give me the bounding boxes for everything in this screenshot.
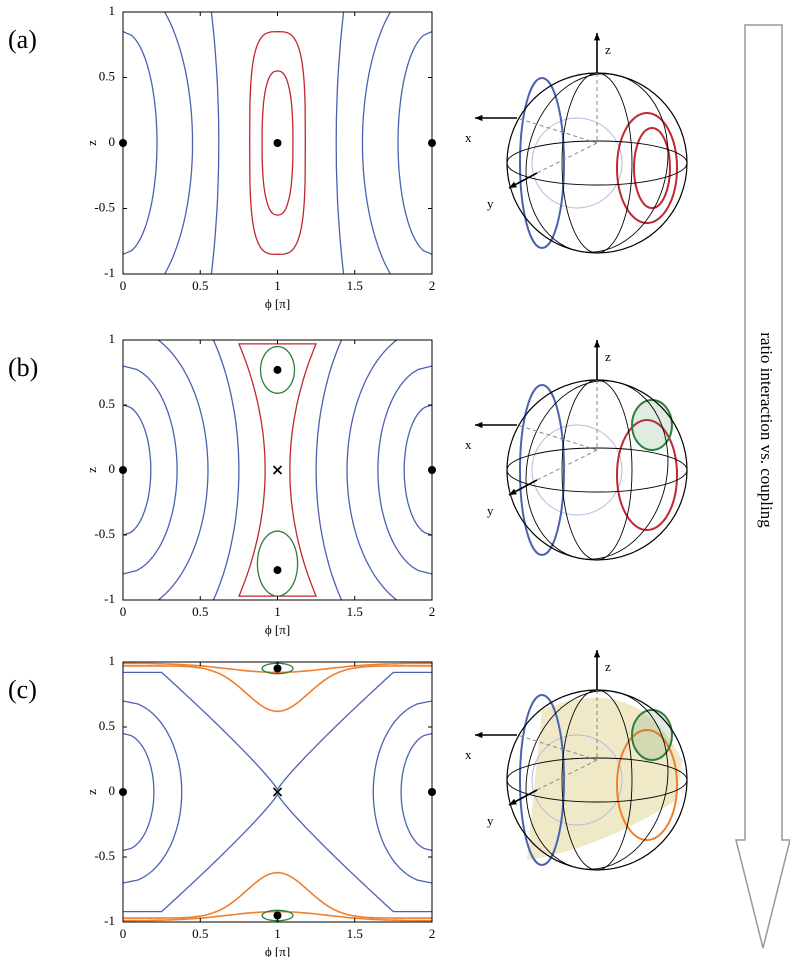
x-tick-label: 0.5 <box>192 604 208 619</box>
axis-label-x: x <box>465 130 472 145</box>
y-tick-label: 1 <box>109 3 116 18</box>
y-tick-label: 0 <box>109 134 116 149</box>
x-tick-label: 1.5 <box>347 604 363 619</box>
x-tick-label: 1 <box>274 278 281 293</box>
x-tick-label: 1 <box>274 926 281 941</box>
sphere-meridian <box>532 425 622 515</box>
y-tick-label: 0.5 <box>99 396 115 411</box>
trajectory <box>123 0 219 484</box>
trajectory <box>398 32 432 255</box>
panel-label: (a) <box>8 25 37 54</box>
arrow-head <box>475 115 482 121</box>
sphere-outline <box>507 73 687 253</box>
y-axis-label: z <box>84 140 99 146</box>
trajectory <box>401 734 432 851</box>
y-tick-label: 1 <box>109 331 116 346</box>
arrow-head <box>475 732 482 738</box>
x-tick-label: 2 <box>429 278 436 293</box>
bloch-sphere: z x y <box>465 33 687 266</box>
axis-label-x: x <box>465 747 472 762</box>
sphere-meridian <box>510 367 684 572</box>
x-tick-label: 1.5 <box>347 278 363 293</box>
x-tick-label: 1 <box>274 604 281 619</box>
y-tick-label: 1 <box>109 653 116 668</box>
x-tick-label: 1.5 <box>347 926 363 941</box>
y-tick-label: -0.5 <box>94 848 115 863</box>
arrow-head <box>594 340 600 347</box>
y-axis-label: z <box>84 467 99 473</box>
sphere-equator <box>507 141 687 185</box>
fixed-point <box>428 466 436 474</box>
trajectory <box>316 262 432 678</box>
axis-label-y: y <box>487 503 494 518</box>
y-tick-label: 0 <box>109 783 116 798</box>
sphere-meridian <box>510 60 684 265</box>
axis-label-y: y <box>487 196 494 211</box>
arrow-head <box>475 422 482 428</box>
saddle-point <box>274 466 282 474</box>
y-tick-label: -0.5 <box>94 199 115 214</box>
y-tick-label: -1 <box>104 591 115 606</box>
arrow-label: ratio interaction vs. coupling <box>757 332 776 528</box>
x-tick-label: 0 <box>120 926 127 941</box>
x-axis-label: ϕ [π] <box>265 296 290 311</box>
fixed-point <box>119 466 127 474</box>
trajectory <box>373 701 432 883</box>
fixed-point <box>119 139 127 147</box>
fixed-point <box>274 912 282 920</box>
x-tick-label: 0.5 <box>192 278 208 293</box>
trajectory <box>363 0 433 307</box>
trajectory <box>257 531 297 596</box>
arrow-head <box>594 33 600 40</box>
trajectory <box>123 262 239 678</box>
fixed-point <box>428 788 436 796</box>
bloch-sphere: z x y <box>465 340 687 573</box>
panel-label: (c) <box>8 675 37 704</box>
x-tick-label: 2 <box>429 926 436 941</box>
axis-label-z: z <box>605 42 611 57</box>
x-tick-label: 2 <box>429 604 436 619</box>
trajectory <box>123 32 157 255</box>
fixed-point <box>119 788 127 796</box>
x-tick-label: 0 <box>120 604 127 619</box>
axis-label-z: z <box>605 349 611 364</box>
axis-label-x: x <box>465 437 472 452</box>
trajectory <box>123 366 177 574</box>
arrow-head <box>594 650 600 657</box>
bloch-sphere: z x y <box>465 650 687 883</box>
trajectory <box>123 0 193 307</box>
fixed-point <box>274 366 282 374</box>
y-tick-label: 0 <box>109 461 116 476</box>
fixed-point <box>428 139 436 147</box>
trajectory <box>123 701 182 883</box>
trajectory <box>123 405 151 535</box>
x-tick-label: 0 <box>120 278 127 293</box>
y-tick-label: -1 <box>104 265 115 280</box>
y-tick-label: 0.5 <box>99 718 115 733</box>
axis-label-y: y <box>487 813 494 828</box>
figure: ratio interaction vs. coupling 0 0.5 1 1.5 2… <box>0 0 790 957</box>
panel-label: (b) <box>8 353 38 382</box>
fixed-point <box>274 139 282 147</box>
fixed-point <box>274 665 282 673</box>
trajectory <box>123 734 154 851</box>
x-axis-label: ϕ [π] <box>265 944 290 957</box>
x-axis-label: ϕ [π] <box>265 622 290 637</box>
trajectory <box>378 366 432 574</box>
y-tick-label: -1 <box>104 913 115 928</box>
trajectory <box>123 672 432 789</box>
trajectory <box>123 795 432 912</box>
y-tick-label: 0.5 <box>99 68 115 83</box>
sphere-meridian <box>532 118 622 208</box>
sphere-curve <box>634 128 670 208</box>
x-tick-label: 0.5 <box>192 926 208 941</box>
trajectory <box>404 405 432 535</box>
axis-label-z: z <box>605 659 611 674</box>
y-axis-label: z <box>84 789 99 795</box>
trajectory <box>336 0 432 484</box>
y-tick-label: -0.5 <box>94 526 115 541</box>
sphere-equator <box>507 448 687 492</box>
curves <box>123 0 432 484</box>
fixed-point <box>274 566 282 574</box>
